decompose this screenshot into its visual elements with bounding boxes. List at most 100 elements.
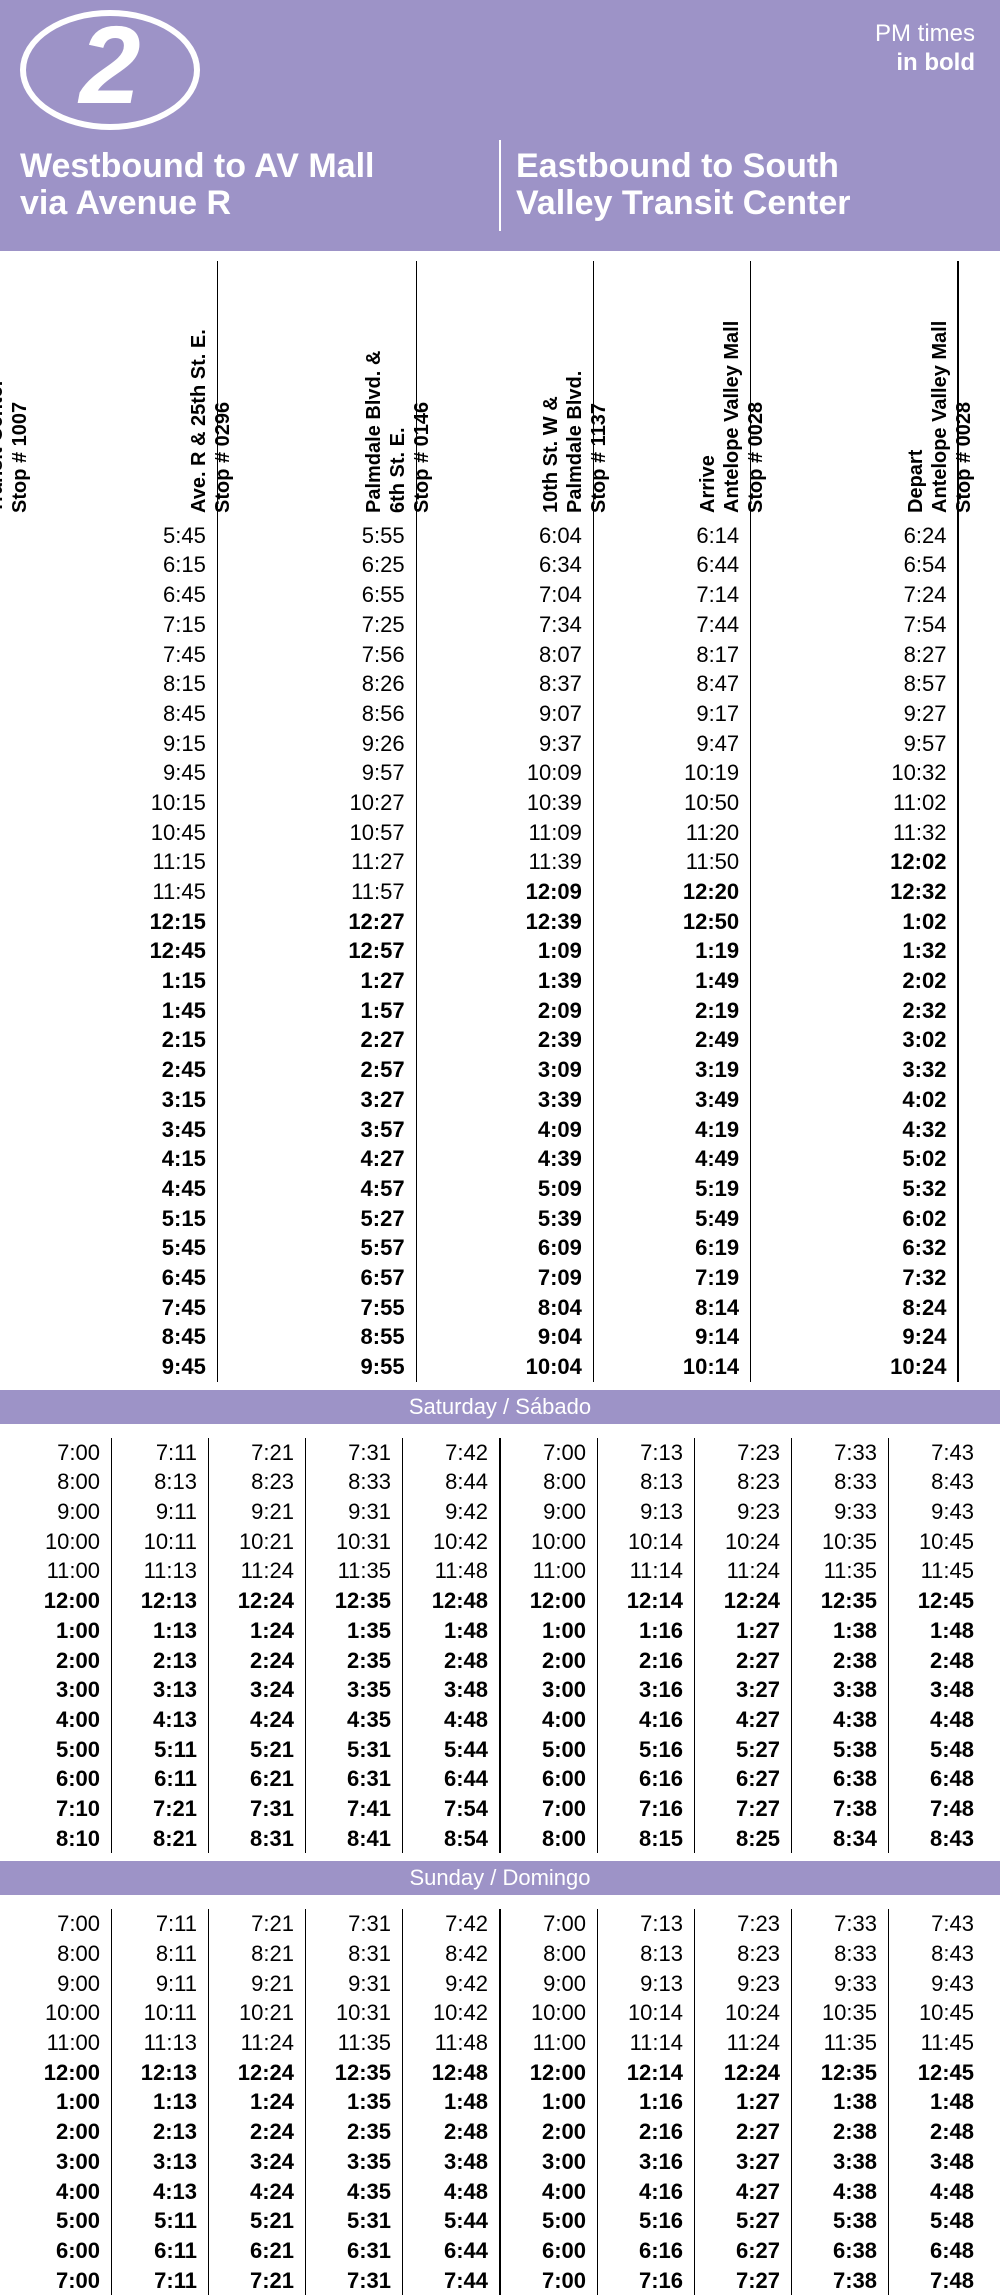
time-cell: 1:35 bbox=[311, 2087, 391, 2117]
time-cell: 10:45 bbox=[20, 818, 206, 848]
time-cell: 8:15 bbox=[603, 1824, 683, 1854]
time-cell: 4:27 bbox=[700, 2177, 780, 2207]
time-cell: 12:09 bbox=[422, 877, 582, 907]
time-cell: 11:32 bbox=[756, 818, 946, 848]
time-cell: 3:13 bbox=[117, 2147, 197, 2177]
times-list: 5:456:156:457:157:458:158:459:159:4510:1… bbox=[20, 521, 212, 1382]
time-cell: 8:23 bbox=[214, 1467, 294, 1497]
time-cell: 2:00 bbox=[20, 2117, 100, 2147]
time-cell: 10:27 bbox=[223, 788, 405, 818]
time-cell: 11:35 bbox=[311, 1556, 391, 1586]
eb-column: 7:138:139:1310:1411:1412:141:162:163:164… bbox=[597, 1438, 694, 1854]
time-cell: 9:31 bbox=[311, 1969, 391, 1999]
time-cell: 12:45 bbox=[894, 2058, 974, 2088]
time-cell: 4:15 bbox=[964, 1115, 1000, 1145]
time-cell: 3:24 bbox=[214, 1675, 294, 1705]
time-cell: 8:45 bbox=[964, 1293, 1000, 1323]
time-cell: 2:48 bbox=[408, 2117, 488, 2147]
time-cell: 3:27 bbox=[223, 1085, 405, 1115]
time-cell: 8:07 bbox=[422, 640, 582, 670]
time-cell: 7:21 bbox=[214, 1438, 294, 1468]
time-cell: 8:13 bbox=[117, 1467, 197, 1497]
time-cell: 4:38 bbox=[797, 2177, 877, 2207]
time-cell: 7:31 bbox=[214, 1794, 294, 1824]
time-cell: 1:57 bbox=[223, 996, 405, 1026]
time-cell: 7:45 bbox=[20, 640, 206, 670]
time-cell: 6:25 bbox=[223, 550, 405, 580]
time-cell: 7:11 bbox=[117, 1438, 197, 1468]
time-cell: 5:27 bbox=[700, 2206, 780, 2236]
time-cell: 10:00 bbox=[506, 1527, 586, 1557]
time-cell: 7:31 bbox=[311, 2266, 391, 2295]
time-cell: 8:57 bbox=[756, 669, 946, 699]
time-cell: 8:33 bbox=[797, 1939, 877, 1969]
times-list: 7:338:339:3310:3511:3512:351:382:383:384… bbox=[797, 1909, 883, 2295]
time-cell: 11:20 bbox=[599, 818, 739, 848]
time-cell: 1:48 bbox=[408, 2087, 488, 2117]
time-cell: 10:21 bbox=[214, 1527, 294, 1557]
times-list: 7:138:139:1310:1411:1412:141:162:163:164… bbox=[603, 1438, 689, 1854]
wb-column: 7:428:429:4210:4211:4812:481:482:483:484… bbox=[402, 1909, 499, 2295]
time-cell: 11:35 bbox=[797, 1556, 877, 1586]
time-cell: 9:57 bbox=[756, 729, 946, 759]
time-cell: 1:16 bbox=[603, 2087, 683, 2117]
time-cell: 9:42 bbox=[408, 1969, 488, 1999]
wb-column: 7:318:339:3110:3111:3512:351:352:353:354… bbox=[305, 1438, 402, 1854]
time-cell: 3:38 bbox=[797, 1675, 877, 1705]
time-cell: 5:45 bbox=[964, 1204, 1000, 1234]
time-cell: 6:32 bbox=[756, 1233, 946, 1263]
time-cell: 7:43 bbox=[894, 1438, 974, 1468]
time-cell: 2:48 bbox=[408, 1646, 488, 1676]
time-cell: 4:00 bbox=[506, 1705, 586, 1735]
time-cell: 12:35 bbox=[797, 2058, 877, 2088]
time-cell: 6:00 bbox=[20, 1764, 100, 1794]
time-cell: 11:00 bbox=[20, 2028, 100, 2058]
time-cell: 4:16 bbox=[603, 2177, 683, 2207]
time-cell: 1:38 bbox=[797, 1616, 877, 1646]
time-cell: 1:13 bbox=[117, 2087, 197, 2117]
time-cell: 5:21 bbox=[214, 1735, 294, 1765]
time-cell: 2:45 bbox=[20, 1055, 206, 1085]
time-cell: 12:24 bbox=[700, 1586, 780, 1616]
time-cell: 2:32 bbox=[756, 996, 946, 1026]
time-cell: 5:16 bbox=[603, 1735, 683, 1765]
time-cell: 2:15 bbox=[964, 996, 1000, 1026]
time-cell: 10:09 bbox=[422, 758, 582, 788]
time-cell: 3:27 bbox=[700, 2147, 780, 2177]
times-list: 7:118:119:1110:1111:1312:131:132:133:134… bbox=[117, 1909, 203, 2295]
time-cell: 10:42 bbox=[408, 1527, 488, 1557]
time-cell: 7:23 bbox=[700, 1438, 780, 1468]
time-cell: 10:42 bbox=[408, 1998, 488, 2028]
time-cell: 2:27 bbox=[700, 1646, 780, 1676]
route-number: 2 bbox=[79, 4, 140, 127]
time-cell: 9:45 bbox=[964, 729, 1000, 759]
times-list: 7:428:429:4210:4211:4812:481:482:483:484… bbox=[408, 1909, 494, 2295]
time-cell: 10:15 bbox=[20, 788, 206, 818]
time-cell: 8:44 bbox=[408, 1467, 488, 1497]
time-cell: 2:15 bbox=[20, 1025, 206, 1055]
time-cell: 4:49 bbox=[599, 1144, 739, 1174]
time-cell: 9:04 bbox=[422, 1322, 582, 1352]
time-cell: 12:50 bbox=[599, 907, 739, 937]
time-cell: 9:00 bbox=[506, 1497, 586, 1527]
time-cell: 4:45 bbox=[964, 1144, 1000, 1174]
time-cell: 7:38 bbox=[797, 1794, 877, 1824]
times-list: 6:156:457:157:458:158:459:159:4510:1510:… bbox=[964, 521, 1000, 1352]
time-cell: 11:14 bbox=[603, 1556, 683, 1586]
time-cell: 8:43 bbox=[894, 1939, 974, 1969]
time-cell: 5:15 bbox=[964, 1174, 1000, 1204]
time-cell: 12:00 bbox=[20, 2058, 100, 2088]
time-cell: 4:38 bbox=[797, 1705, 877, 1735]
time-cell: 6:00 bbox=[506, 1764, 586, 1794]
time-cell: 8:45 bbox=[20, 1322, 206, 1352]
time-cell: 4:15 bbox=[20, 1144, 206, 1174]
time-cell: 2:27 bbox=[223, 1025, 405, 1055]
wb-column: 7:218:239:2110:2111:2412:241:242:243:244… bbox=[208, 1438, 305, 1854]
wb-column: 7:428:449:4210:4211:4812:481:482:483:484… bbox=[402, 1438, 499, 1854]
pm-note: PM times in bold bbox=[875, 20, 975, 78]
time-cell: 9:15 bbox=[20, 729, 206, 759]
time-cell: 8:23 bbox=[700, 1467, 780, 1497]
time-cell: 9:14 bbox=[599, 1322, 739, 1352]
time-cell: 11:27 bbox=[223, 847, 405, 877]
time-cell: 7:00 bbox=[20, 1438, 100, 1468]
